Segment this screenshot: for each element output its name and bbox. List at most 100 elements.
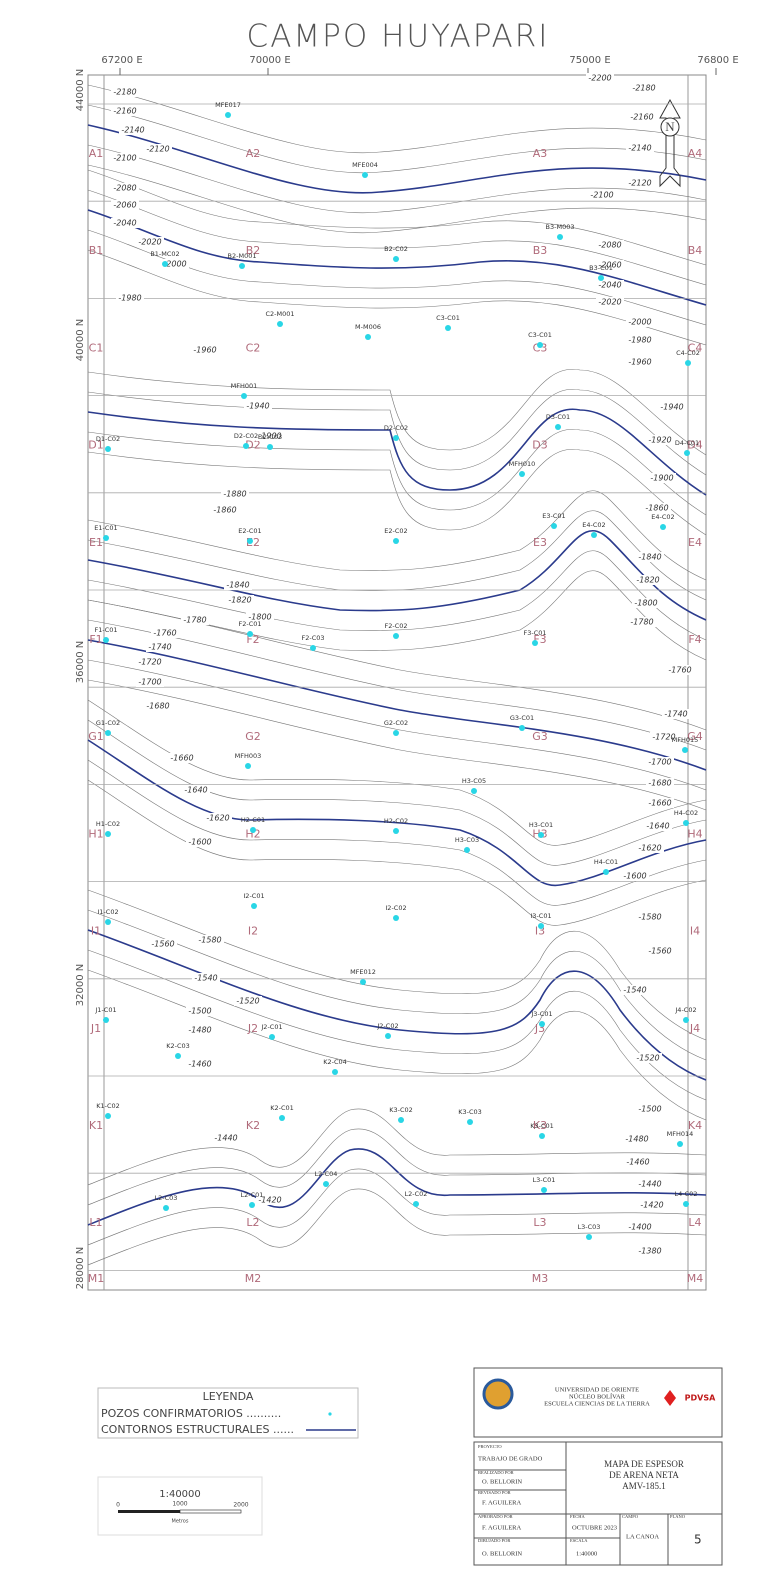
well-label: MFH003	[235, 752, 262, 760]
title-block	[473, 1441, 723, 1566]
field-label: REALIZADO POR	[478, 1470, 514, 1475]
map-frame	[87, 74, 707, 1291]
contour-label: -1600	[623, 872, 646, 881]
contour-label-bg	[196, 935, 224, 945]
contour-line	[87, 490, 707, 581]
well-label: E4-C02	[582, 521, 605, 529]
contour-label: -1720	[652, 733, 675, 742]
field-value: 5	[694, 1533, 702, 1547]
contour-label-bg	[119, 125, 147, 135]
contour-label-bg	[626, 143, 654, 153]
scale-box	[97, 1476, 263, 1536]
contour-label-bg	[596, 280, 624, 290]
field-value: TRABAJO DE GRADO	[478, 1455, 543, 1462]
well-label: B2-M001	[228, 252, 257, 260]
contour-line	[87, 368, 707, 456]
contour-label: -1700	[648, 758, 671, 767]
contour-label: -2200	[588, 74, 611, 83]
well-label: E2-C02	[384, 527, 407, 535]
well-label: L2-C01	[241, 1191, 264, 1199]
contour-label: -1440	[214, 1134, 237, 1143]
scale-bar	[179, 1509, 242, 1514]
well-label: E4-C02	[651, 513, 674, 521]
field-label: CAMPO	[622, 1514, 639, 1519]
well-label: MFH015	[672, 736, 699, 744]
index-contour	[87, 124, 707, 194]
well	[250, 827, 256, 833]
grid-label: A4	[688, 147, 703, 160]
well	[105, 1113, 111, 1119]
contour-label-bg	[256, 431, 284, 441]
well-label: H3-C05	[462, 777, 486, 785]
contour-label: -2080	[598, 241, 621, 250]
grid-label: K1	[89, 1119, 103, 1132]
contour-label: -1660	[170, 754, 193, 763]
company: PDVSA	[685, 1394, 716, 1403]
contour-label: -1900	[258, 432, 281, 441]
contour-label-bg	[621, 871, 649, 881]
well	[310, 645, 316, 651]
well	[683, 1017, 689, 1023]
contour-label: -1620	[206, 814, 229, 823]
index-contour	[87, 408, 707, 496]
grid-label: A3	[533, 147, 548, 160]
well	[541, 1187, 547, 1193]
well	[471, 788, 477, 794]
contour-label: -2000	[628, 318, 651, 327]
contour-label-bg	[658, 402, 686, 412]
contour-label: -2040	[113, 219, 136, 228]
well	[393, 915, 399, 921]
contour-label-bg	[111, 200, 139, 210]
contour-line	[87, 969, 707, 1121]
grid-label: B4	[688, 244, 703, 257]
contour-line	[87, 679, 707, 811]
y-coordinate-label: 32000 N	[75, 964, 86, 1006]
well	[239, 263, 245, 269]
well-label: G3-C01	[510, 714, 534, 722]
well-label: L3-C01	[533, 1176, 556, 1184]
well	[225, 112, 231, 118]
well-label: I2-C02	[385, 904, 406, 912]
grid-label: C1	[89, 341, 104, 354]
grid-label: L2	[246, 1216, 259, 1229]
contour-label: -1660	[648, 799, 671, 808]
contour-label: -1420	[640, 1201, 663, 1210]
contour-label: -1500	[638, 1105, 661, 1114]
well	[551, 523, 557, 529]
contour-line	[87, 1168, 707, 1246]
field-value: LA CANOA	[626, 1533, 659, 1540]
well-label: K2-C03	[166, 1042, 190, 1050]
grid-label: J1	[90, 1022, 101, 1035]
contour-label-bg	[634, 1053, 662, 1063]
grid-label: E4	[688, 536, 702, 549]
contour-label: -1500	[188, 1007, 211, 1016]
well-label: MFE004	[352, 161, 378, 169]
contour-label-bg	[221, 489, 249, 499]
index-contour	[87, 929, 707, 1081]
well	[685, 360, 691, 366]
well-label: H3-C01	[529, 821, 553, 829]
well	[105, 730, 111, 736]
grid-label: K2	[246, 1119, 260, 1132]
contour-label-bg	[111, 106, 139, 116]
contour-label: -2000	[163, 260, 186, 269]
contour-label: -1540	[194, 974, 217, 983]
contour-label-bg	[646, 435, 674, 445]
contour-label-bg	[161, 259, 189, 269]
contour-label: -1980	[118, 294, 141, 303]
sheet-title: DE ARENA NETA	[609, 1470, 679, 1480]
scale-tick: 1000	[172, 1501, 187, 1508]
contours	[87, 84, 707, 1266]
contour-label-bg	[588, 190, 616, 200]
contour-label: -1880	[223, 490, 246, 499]
contour-label-bg	[626, 317, 654, 327]
well	[555, 424, 561, 430]
contour-label-bg	[626, 357, 654, 367]
grid-label: J2	[247, 1022, 258, 1035]
contour-label-bg	[650, 732, 678, 742]
field-value: F. AGUILERA	[482, 1499, 522, 1506]
university-logo	[482, 1378, 514, 1410]
contour-line	[87, 949, 707, 1101]
well-label: H2-C02	[384, 817, 408, 825]
contour-label: -2020	[138, 238, 161, 247]
